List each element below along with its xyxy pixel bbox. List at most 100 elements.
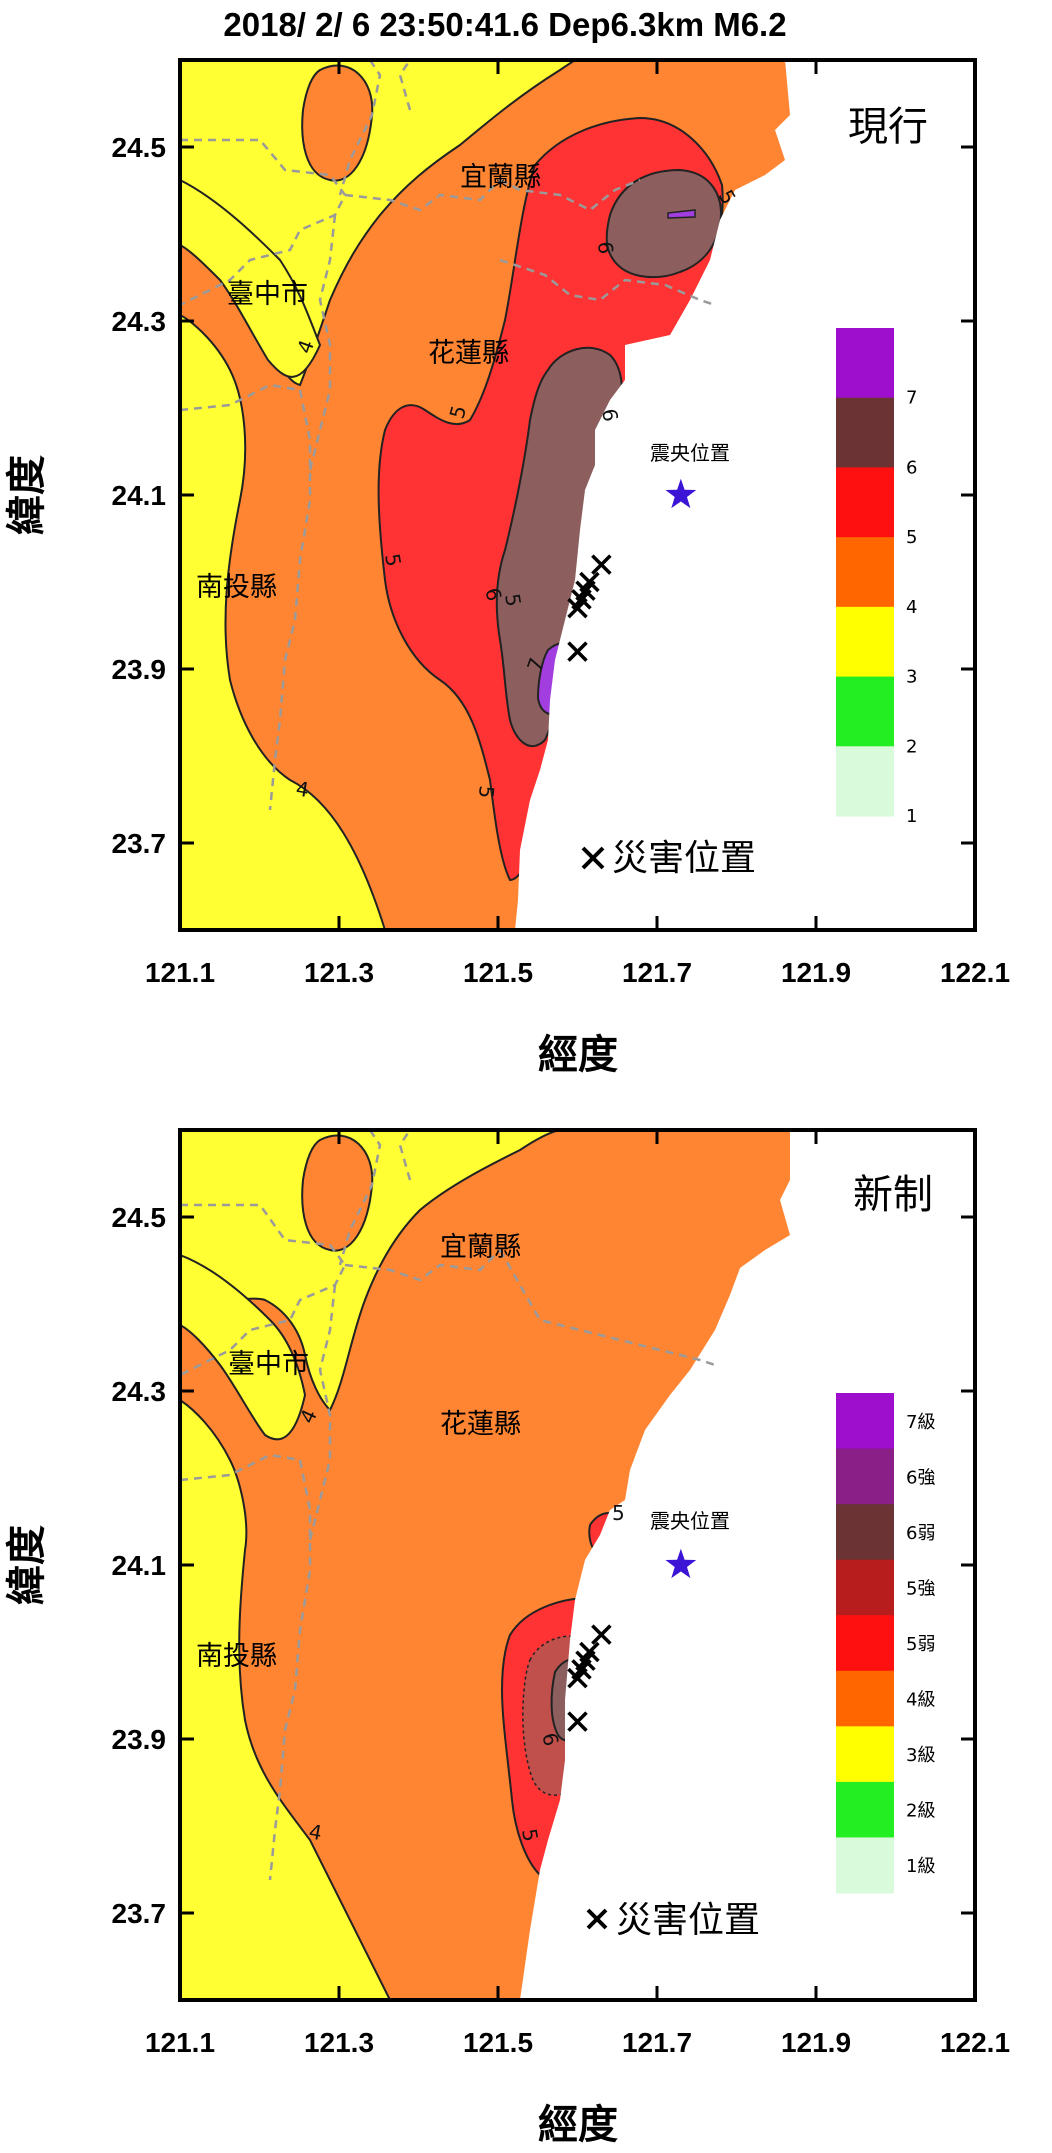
legend-swatch [836, 1615, 894, 1672]
x-tick-label: 121.1 [145, 957, 215, 988]
markers-new [567, 1548, 697, 1732]
scheme-label-new: 新制 [853, 1172, 933, 1218]
disaster-legend-label: 災害位置 [612, 838, 756, 879]
x-tick-label: 121.7 [622, 957, 692, 988]
legend-swatch [836, 1781, 894, 1838]
contour-label: 6 [593, 240, 618, 255]
contour-label: 5 [474, 785, 499, 800]
panel-current: 4 4 5 5 5 5 5 6 6 6 7 宜蘭縣 臺中市 花蓮縣 南投縣 現行… [4, 58, 1010, 1078]
contour-label: 6 [480, 585, 506, 604]
city-label-taichung: 臺中市 [228, 1349, 309, 1380]
legend-swatch [836, 1504, 894, 1561]
intensity3-pocket [180, 1253, 307, 1441]
x-tick-label: 121.5 [463, 957, 533, 988]
y-tick-label: 24.3 [112, 1376, 167, 1407]
legend-swatch [836, 537, 894, 608]
x-axis-title-current: 經度 [538, 1032, 618, 1078]
disaster-cross-icon [567, 1711, 588, 1732]
disaster-legend: 災害位置 [586, 1900, 760, 1941]
legend-swatch [836, 606, 894, 678]
legend-new: 7級 6強 6弱 5強 5弱 4級 3級 2級 1級 [836, 1393, 935, 1894]
legend-swatch [836, 746, 894, 817]
legend-swatch [836, 676, 894, 747]
contour-labels-new: 4 4 5 5 6 [295, 1405, 625, 1845]
legend-swatch [836, 397, 894, 468]
county-label-nantou: 南投縣 [196, 572, 277, 603]
y-tick-label: 23.7 [112, 828, 167, 859]
county-boundaries [180, 1130, 716, 1881]
county-label-hualien: 花蓮縣 [440, 1409, 521, 1440]
x-tick-label: 121.3 [304, 2027, 374, 2058]
epicenter-label: 震央位置 [650, 441, 730, 465]
disaster-cross-icon [591, 554, 612, 575]
legend-current: 7 6 5 4 3 2 1 [836, 328, 917, 827]
legend-swatch [836, 328, 894, 399]
x-tick-label: 121.5 [463, 2027, 533, 2058]
y-tick-label: 24.3 [112, 306, 167, 337]
legend-label: 4級 [906, 1690, 935, 1711]
legend-label: 4 [906, 597, 917, 618]
legend-swatch [836, 1559, 894, 1616]
legend-label: 3級 [906, 1745, 935, 1766]
county-label-nantou: 南投縣 [196, 1641, 277, 1672]
legend-label: 2級 [906, 1801, 935, 1822]
city-label-taichung: 臺中市 [227, 279, 308, 310]
contour-label: 4 [294, 776, 311, 802]
y-axis-title-new: 緯度 [4, 1525, 50, 1605]
panel-new: 4 4 5 5 6 宜蘭縣 臺中市 花蓮縣 南投縣 新制 震央位置 災害位置 7… [4, 1128, 1010, 2148]
legend-swatch [836, 1726, 894, 1783]
legend-label: 6強 [906, 1467, 935, 1488]
legend-label: 5 [906, 527, 917, 548]
legend-swatch [836, 1448, 894, 1505]
x-tick-label: 121.9 [781, 2027, 851, 2058]
x-tick-label: 122.1 [940, 957, 1010, 988]
county-label-hualien: 花蓮縣 [428, 338, 509, 369]
x-tick-label: 122.1 [940, 2027, 1010, 2058]
contour-label: 6 [537, 1730, 563, 1749]
intensity3-pocket [180, 178, 322, 378]
contour-label: 5 [517, 1827, 543, 1844]
epicenter-label: 震央位置 [650, 1509, 730, 1533]
y-tick-label: 24.1 [112, 1550, 167, 1581]
county-label-yilan: 宜蘭縣 [440, 1232, 521, 1263]
y-tick-label: 23.7 [112, 1898, 167, 1929]
disaster-legend-cross-icon [581, 846, 605, 870]
legend-label: 5弱 [906, 1634, 935, 1655]
y-axis-title-current: 緯度 [4, 455, 50, 535]
disaster-cross-icon [567, 1667, 588, 1689]
y-tick-label: 23.9 [112, 1724, 167, 1755]
y-tick-label: 24.1 [112, 480, 167, 511]
contour-label: 6 [597, 407, 623, 424]
legend-label: 7級 [906, 1412, 935, 1433]
legend-label: 3 [906, 667, 917, 688]
disaster-legend-label: 災害位置 [616, 1900, 760, 1941]
x-tick-label: 121.1 [145, 2027, 215, 2058]
legend-label: 7 [906, 388, 917, 409]
disaster-cross-icon [567, 597, 588, 619]
legend-swatch [836, 467, 894, 538]
legend-swatch [836, 1670, 894, 1727]
legend-label: 1級 [906, 1856, 935, 1877]
contour-label: 5 [380, 552, 406, 569]
x-axis-title-new: 經度 [538, 2102, 618, 2148]
disaster-cross-icon [591, 1624, 612, 1645]
contour-label: 5 [500, 592, 526, 609]
county-boundaries [180, 60, 716, 811]
intensity6-zone-north [605, 168, 722, 279]
legend-label: 5強 [906, 1578, 935, 1599]
axes-new: 121.1 121.3 121.5 121.7 121.9 122.1 24.5 24.3 24… [112, 1130, 1010, 2058]
markers-current [567, 478, 697, 662]
legend-label: 6弱 [906, 1523, 935, 1544]
legend-swatch [836, 1393, 894, 1450]
legend-label: 6 [906, 457, 917, 478]
contour-label: 4 [307, 1819, 324, 1845]
figure-title: 2018/ 2/ 6 23:50:41.6 Dep6.3km M6.2 [223, 6, 786, 43]
axes-current: 121.1 121.3 121.5 121.7 121.9 122.124.524.324… [112, 60, 1010, 988]
x-tick-label: 121.9 [781, 957, 851, 988]
legend-label: 2 [906, 736, 917, 757]
disaster-legend: 災害位置 [581, 838, 756, 879]
county-label-yilan: 宜蘭縣 [460, 162, 541, 193]
disaster-legend-cross-icon [586, 1908, 608, 1930]
x-tick-label: 121.3 [304, 957, 374, 988]
